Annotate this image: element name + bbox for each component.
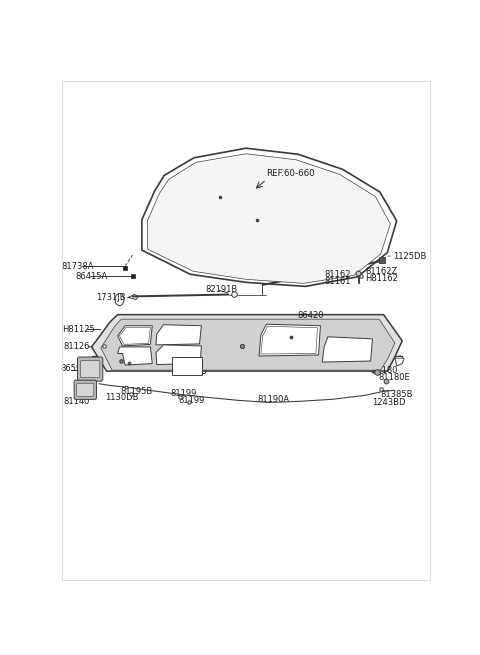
Text: 1243BD: 1243BD [372,398,405,407]
Text: 81161: 81161 [324,277,351,286]
Polygon shape [118,326,152,346]
Text: 83133: 83133 [297,320,324,329]
Text: 81130: 81130 [122,352,149,362]
Text: 1731JB: 1731JB [96,293,126,303]
Text: 81162Z: 81162Z [365,267,397,276]
FancyBboxPatch shape [172,357,203,375]
Text: 1125DB: 1125DB [393,252,427,261]
Polygon shape [156,345,202,365]
Text: 1221AE: 1221AE [350,362,382,371]
Text: 86415A: 86415A [75,272,107,281]
Text: H81162: H81162 [365,274,398,283]
Text: 81199: 81199 [178,396,204,405]
Text: 1130DB: 1130DB [106,394,139,402]
Text: 81126: 81126 [64,343,90,352]
Text: 81190A: 81190A [257,396,289,404]
Text: 81140: 81140 [64,397,90,406]
FancyBboxPatch shape [77,383,94,396]
Text: 81195: 81195 [106,352,132,362]
Text: 81195B: 81195B [120,387,153,396]
FancyBboxPatch shape [74,380,96,400]
Text: 81162: 81162 [324,271,351,279]
Polygon shape [118,347,152,365]
Polygon shape [156,325,202,345]
Text: 82191B: 82191B [205,286,237,295]
FancyBboxPatch shape [77,357,103,381]
Polygon shape [92,314,402,371]
Text: 1130DN: 1130DN [108,358,143,367]
Text: H59146: H59146 [175,367,207,375]
Polygon shape [101,319,395,370]
Polygon shape [147,154,390,284]
Polygon shape [259,324,321,356]
Text: 86438A: 86438A [175,360,207,369]
Text: REF.60-660: REF.60-660 [266,169,315,178]
Text: 81385B: 81385B [380,390,412,400]
Polygon shape [322,337,372,362]
Text: H81125: H81125 [62,325,95,334]
FancyBboxPatch shape [81,360,100,378]
Text: 81738A: 81738A [62,262,95,271]
Text: 86420: 86420 [297,311,324,320]
Polygon shape [142,148,396,286]
Text: 86590: 86590 [61,364,87,373]
Text: 81199: 81199 [170,389,197,398]
Text: 81180E: 81180E [378,373,410,382]
Text: 81180: 81180 [372,365,398,375]
